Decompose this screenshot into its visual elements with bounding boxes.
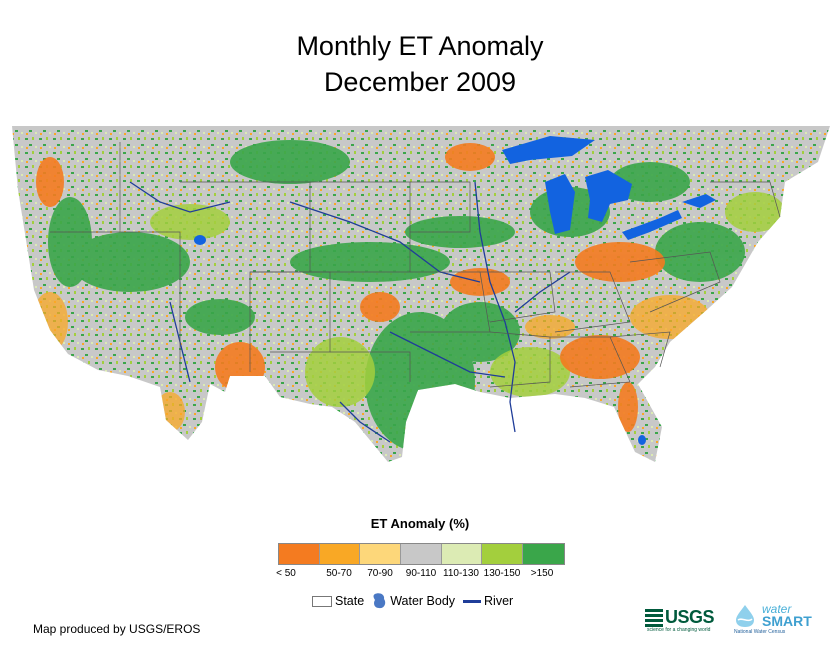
et-anomaly-map <box>12 126 830 462</box>
map-title: Monthly ET Anomaly December 2009 <box>0 28 840 100</box>
watersmart-logo-top: water <box>762 602 792 616</box>
water-body-icon <box>373 593 386 609</box>
legend-label-130-150: 130-150 <box>483 568 521 579</box>
map-credit: Map produced by USGS/EROS <box>33 622 201 636</box>
great-lakes <box>194 136 716 445</box>
usgs-logo-text: USGS <box>665 607 715 627</box>
layer-legend: State Water Body River <box>312 592 521 610</box>
layer-legend-state: State <box>312 594 364 608</box>
legend-swatch-130-150 <box>482 544 524 564</box>
watersmart-logo: water SMART National Water Census <box>728 602 814 636</box>
layer-legend-water-body: Water Body <box>372 592 455 610</box>
legend-swatch-50-70 <box>319 544 361 564</box>
water-drop-icon <box>736 605 754 627</box>
legend-label-50-70: 50-70 <box>326 568 352 579</box>
map-title-line1: Monthly ET Anomaly <box>296 31 544 61</box>
legend-swatch-90-110 <box>401 544 442 564</box>
legend-label-70-90: 70-90 <box>367 568 393 579</box>
usgs-logo-tagline: science for a changing world <box>647 627 711 633</box>
legend-label-lt50: < 50 <box>276 568 296 579</box>
layer-legend-water-body-label: Water Body <box>390 594 456 608</box>
legend-labels: < 50 50-70 70-90 90-110 110-130 130-150 … <box>272 568 572 582</box>
state-borders <box>50 142 781 388</box>
map-title-line2: December 2009 <box>323 67 517 97</box>
legend-label-gt150: >150 <box>530 568 554 579</box>
legend-swatch-70-90 <box>360 544 402 564</box>
usgs-wave-icon <box>645 609 663 627</box>
legend-swatch-gt150 <box>523 544 564 564</box>
usgs-logo: USGS science for a changing world <box>645 606 725 636</box>
watersmart-logo-tagline: National Water Census <box>734 629 786 635</box>
layer-legend-river: River <box>463 594 513 608</box>
legend-label-90-110: 90-110 <box>405 568 437 579</box>
state-box-icon <box>312 595 332 607</box>
layer-legend-state-label: State <box>335 594 365 608</box>
layer-legend-river-label: River <box>484 594 514 608</box>
anomaly-raster <box>12 126 830 462</box>
legend-swatch-110-130 <box>441 544 483 564</box>
legend-color-bar <box>278 543 565 565</box>
legend-title: ET Anomaly (%) <box>370 516 470 531</box>
legend-label-110-130: 110-130 <box>443 568 479 579</box>
river-line-icon <box>463 599 482 603</box>
legend-swatch-lt50 <box>279 544 320 564</box>
watersmart-logo-bottom: SMART <box>762 613 812 629</box>
